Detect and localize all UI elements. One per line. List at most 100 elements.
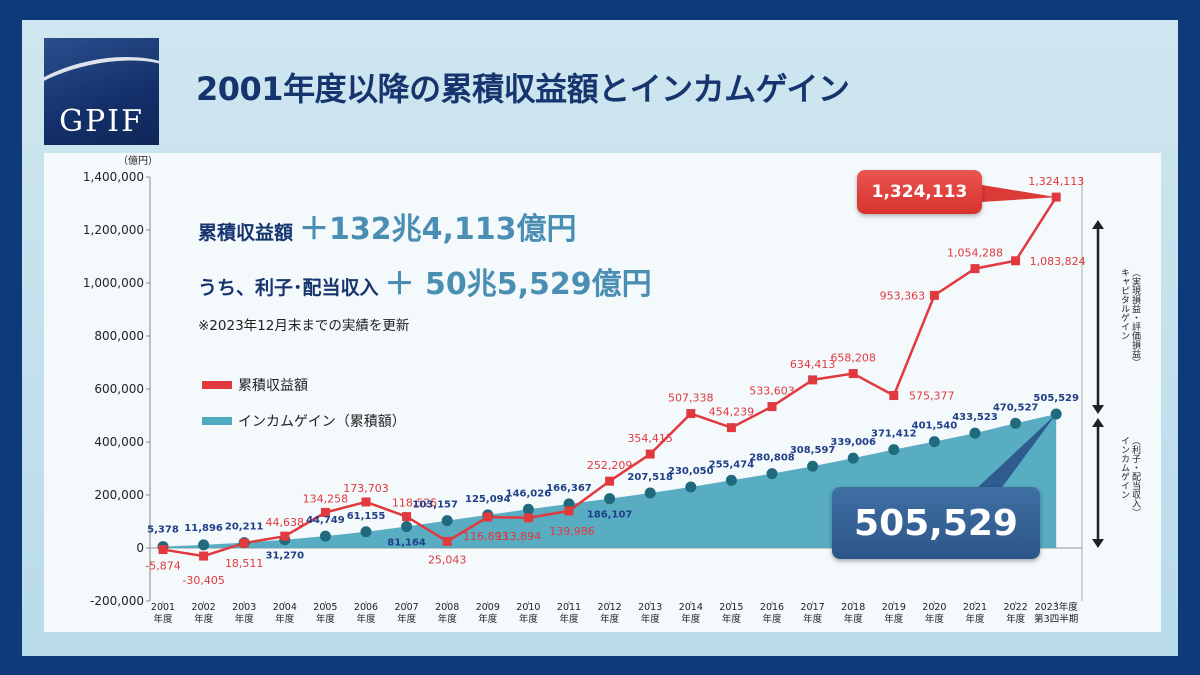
cumulative-point (280, 531, 290, 541)
x-tick-sublabel: 年度 (762, 613, 782, 625)
income-data-label: 125,094 (465, 494, 511, 505)
cumulative-data-label: 18,511 (225, 557, 264, 570)
y-tick-label: 800,000 (94, 329, 144, 343)
income-data-label: 146,026 (506, 488, 552, 499)
cumulative-data-label: 134,258 (303, 492, 349, 505)
cumulative-data-label: 1,324,113 (1028, 175, 1084, 188)
cumulative-data-label: 1,054,288 (947, 247, 1003, 260)
legend-swatch-income (202, 417, 232, 425)
income-data-label: 505,529 (1033, 393, 1079, 404)
y-tick-label: 200,000 (94, 488, 144, 502)
cumulative-data-label: -5,874 (145, 560, 180, 573)
x-tick-label: 2001 (151, 602, 175, 613)
income-annotation: うち、利子･配当収入＋ 50兆5,529億円 (198, 259, 652, 303)
x-tick-label: 2008 (435, 602, 459, 613)
cumulative-data-label: 634,413 (790, 358, 836, 371)
income-point (969, 427, 981, 439)
income-point (198, 539, 210, 551)
income-point (766, 468, 778, 480)
y-tick-label: 1,000,000 (83, 276, 144, 290)
income-gain-bracket-head-bottom (1092, 539, 1104, 548)
cumulative-point (686, 409, 696, 419)
income-data-label: 401,540 (912, 421, 958, 432)
cumulative-data-label: 507,338 (668, 392, 714, 405)
x-tick-label: 2022 (1004, 602, 1028, 613)
cumulative-data-label: 113,894 (496, 530, 542, 543)
income-data-label: 207,518 (627, 472, 673, 483)
income-point (807, 460, 819, 472)
income-callout-pointer (975, 414, 1057, 490)
x-tick-label: 2011 (557, 602, 581, 613)
income-point (401, 520, 413, 532)
income-data-label: 186,107 (587, 510, 633, 521)
income-data-label: 339,006 (830, 437, 876, 448)
cumulative-point (929, 290, 939, 300)
cumulative-point (442, 536, 452, 546)
income-callout: 505,529 (832, 487, 1040, 559)
income-data-label: 61,155 (347, 511, 386, 522)
income-data-label: 255,474 (709, 459, 755, 470)
x-tick-sublabel: 年度 (153, 613, 173, 625)
cumulative-point (645, 449, 655, 459)
x-tick-sublabel: 年度 (681, 613, 701, 625)
x-tick-sublabel: 年度 (803, 613, 823, 625)
income-data-label: 20,211 (225, 522, 264, 533)
income-gain-side-label: （利子・配当収入） インカムゲイン (1118, 436, 1140, 517)
x-tick-sublabel: 年度 (519, 613, 539, 625)
income-point (319, 530, 331, 542)
cumulative-point (199, 551, 209, 561)
cumulative-point (239, 538, 249, 548)
x-tick-sublabel: 第3四半期 (1034, 613, 1078, 625)
legend-item-cumulative: 累積収益額 (202, 375, 308, 395)
cumulative-data-label: 354,415 (627, 432, 673, 445)
income-gain-side-label-1: （利子・配当収入） (1130, 436, 1140, 517)
cumulative-data-label: 953,363 (880, 289, 926, 302)
x-tick-sublabel: 年度 (844, 613, 864, 625)
cumulative-point (523, 513, 533, 523)
cumulative-point (605, 476, 615, 486)
cumulative-point (767, 402, 777, 412)
x-tick-sublabel: 年度 (641, 613, 661, 625)
x-tick-label: 2003 (232, 602, 256, 613)
legend-swatch-cumulative (202, 381, 232, 389)
x-tick-label: 2021 (963, 602, 987, 613)
income-data-label: 5,378 (147, 525, 179, 536)
x-tick-sublabel: 年度 (965, 613, 985, 625)
x-tick-label: 2005 (313, 602, 337, 613)
income-data-label: 11,896 (184, 523, 223, 534)
x-tick-label: 2007 (395, 602, 419, 613)
income-gain-side-label-2: インカムゲイン (1119, 436, 1129, 499)
x-tick-label: 2002 (192, 602, 216, 613)
income-point (725, 474, 737, 486)
y-tick-label: 1,200,000 (83, 223, 144, 237)
x-tick-sublabel: 年度 (884, 613, 904, 625)
cumulative-callout-pointer (982, 185, 1057, 202)
income-point (888, 444, 900, 456)
x-tick-label: 2004 (273, 602, 297, 613)
cumulative-point (483, 512, 493, 522)
x-tick-label: 2020 (922, 602, 946, 613)
cumulative-point (402, 512, 412, 522)
cumulative-point (970, 264, 980, 274)
x-tick-sublabel: 年度 (356, 613, 376, 625)
cumulative-callout: 1,324,113 (857, 170, 982, 214)
cumulative-annotation: 累積収益額 ＋132兆4,113億円 (198, 204, 577, 248)
cumulative-point (889, 391, 899, 401)
x-tick-label: 2016 (760, 602, 784, 613)
page-title: 2001年度以降の累積収益額とインカムゲイン (196, 70, 850, 108)
cumulative-data-label: 533,603 (749, 385, 795, 398)
x-tick-label: 2023年度 (1035, 601, 1079, 613)
income-data-label: 44,749 (306, 515, 345, 526)
cumulative-point (1011, 256, 1021, 266)
x-tick-label: 2014 (679, 602, 703, 613)
income-point (685, 481, 697, 493)
legend-item-income: インカムゲイン（累積額） (202, 411, 406, 431)
income-point (1050, 408, 1062, 420)
cumulative-data-label: 139,986 (549, 525, 595, 538)
income-data-label: 308,597 (790, 445, 836, 456)
x-tick-sublabel: 年度 (478, 613, 498, 625)
capital-gain-bracket-head-bottom (1092, 405, 1104, 414)
capital-gain-side-label: （実現損益・評価損益） キャピタルゲイン (1118, 268, 1140, 367)
y-tick-label: 600,000 (94, 382, 144, 396)
x-tick-sublabel: 年度 (438, 613, 458, 625)
